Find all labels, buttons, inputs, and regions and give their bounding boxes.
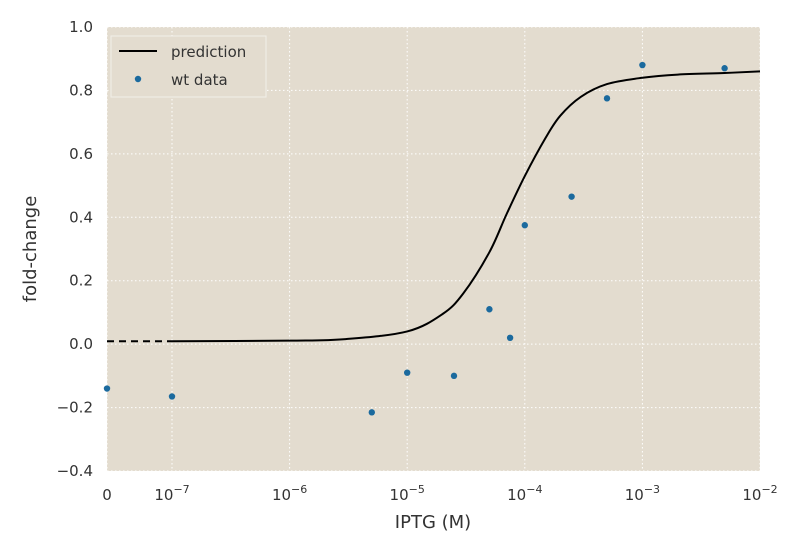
y-axis-label: fold-change — [20, 196, 41, 303]
x-axis-label: IPTG (M) — [395, 512, 471, 533]
y-tick-label: 0.2 — [69, 272, 93, 290]
x-tick-label: 0 — [102, 486, 112, 504]
y-tick-label: 0.4 — [69, 208, 93, 226]
legend-data-label: wt data — [171, 71, 228, 89]
data-point — [404, 369, 411, 376]
plot-marks — [103, 61, 761, 416]
y-tick-label: 1.0 — [69, 18, 93, 36]
y-tick-label: 0.8 — [69, 81, 93, 99]
data-point — [603, 95, 611, 102]
x-tick-label: 10−5 — [390, 483, 425, 504]
y-tick-label: 0.6 — [69, 145, 93, 163]
data-point — [450, 372, 458, 380]
data-point — [521, 222, 528, 229]
tick-labels: 0 10−7 10−6 10−5 10−4 10−3 10−2 −0.4 −0.2 0.0 0.2 0… — [57, 18, 778, 504]
data-point — [103, 385, 111, 392]
legend-data-marker — [134, 75, 142, 83]
x-tick-label: 10−7 — [154, 483, 189, 504]
x-tick-label: 10−6 — [272, 483, 307, 504]
legend-prediction-label: prediction — [171, 43, 246, 61]
data-point — [721, 65, 728, 72]
data-point — [506, 334, 514, 341]
legend: prediction wt data — [110, 35, 267, 98]
y-tick-label: 0.0 — [69, 335, 93, 353]
data-point — [368, 409, 375, 416]
x-tick-label: 10−2 — [742, 483, 777, 504]
y-tick-label: −0.2 — [57, 399, 93, 417]
data-point — [568, 193, 575, 200]
data-point — [486, 306, 493, 313]
prediction-line — [171, 70, 761, 343]
x-tick-label: 10−3 — [625, 483, 660, 504]
data-point — [168, 393, 176, 400]
x-tick-label: 10−4 — [507, 483, 542, 504]
y-tick-label: −0.4 — [57, 462, 93, 480]
legend-box — [110, 35, 267, 98]
data-point — [639, 61, 646, 69]
grid-lines — [106, 26, 761, 472]
plot-background — [107, 27, 760, 471]
